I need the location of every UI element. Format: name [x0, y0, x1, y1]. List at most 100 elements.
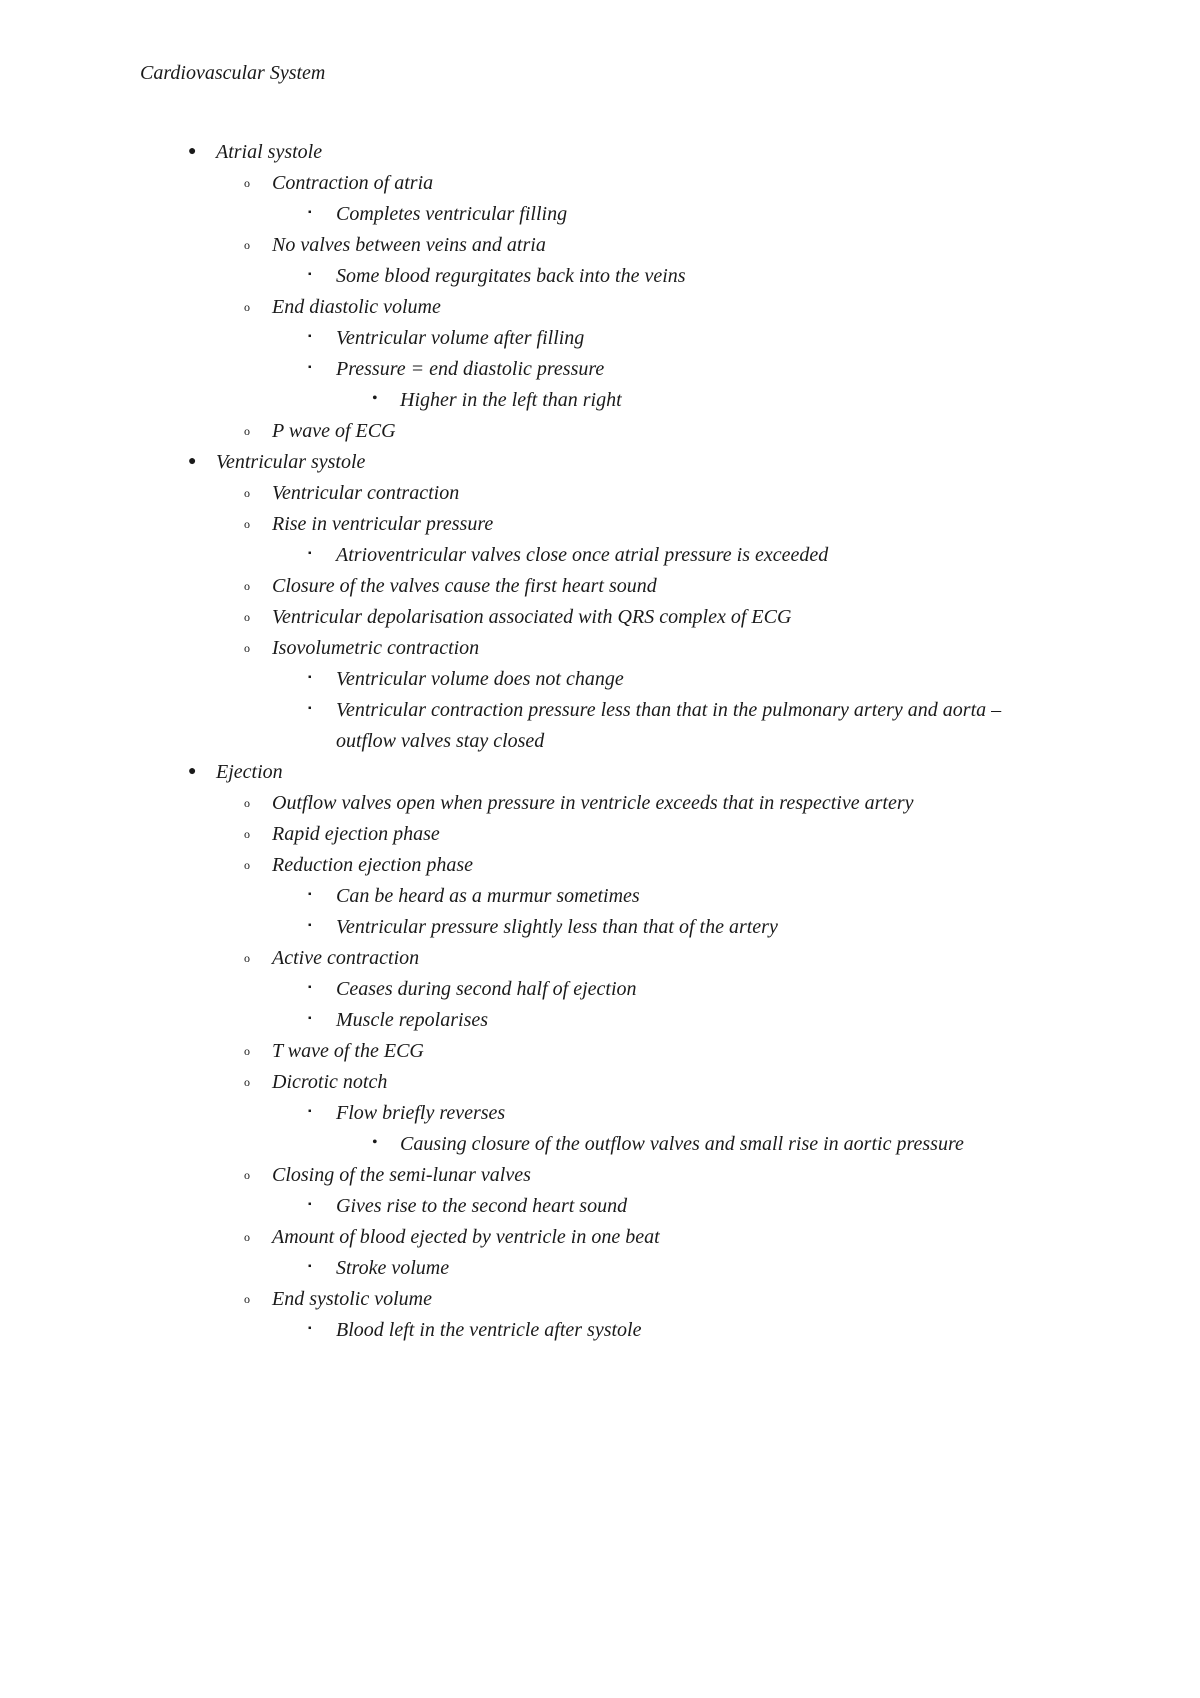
page-title: Cardiovascular System — [140, 58, 1060, 89]
outline-item: ●Ventricular systoleoVentricular contrac… — [188, 447, 1060, 757]
outline-item-text: Ventricular contraction pressure less th… — [336, 695, 1060, 757]
outline-sublist: •Causing closure of the outflow valves a… — [308, 1129, 1060, 1160]
outline-item: oActive contraction▪Ceases during second… — [244, 943, 1060, 1036]
bullet-icon: ▪ — [308, 694, 336, 724]
outline-item-text: Pressure = end diastolic pressure — [336, 354, 1060, 385]
outline-item: ▪Flow briefly reverses•Causing closure o… — [308, 1098, 1060, 1160]
outline-item-text: Amount of blood ejected by ventricle in … — [272, 1222, 1060, 1253]
outline-item-text: Blood left in the ventricle after systol… — [336, 1315, 1060, 1346]
outline-item: ▪Ceases during second half of ejection — [308, 974, 1060, 1005]
outline-item-text: Can be heard as a murmur sometimes — [336, 881, 1060, 912]
outline-item-text: Atrial systole — [216, 137, 1060, 168]
outline-sublist: ▪Some blood regurgitates back into the v… — [244, 261, 1060, 292]
outline-item-text: Stroke volume — [336, 1253, 1060, 1284]
bullet-icon: ▪ — [308, 880, 336, 910]
bullet-icon: o — [244, 1160, 272, 1190]
outline-sublist: oOutflow valves open when pressure in ve… — [188, 788, 1060, 1346]
outline-item: ▪Muscle repolarises — [308, 1005, 1060, 1036]
outline-item-text: Rapid ejection phase — [272, 819, 1060, 850]
outline-item-text: Ceases during second half of ejection — [336, 974, 1060, 1005]
outline-item: ●EjectionoOutflow valves open when press… — [188, 757, 1060, 1346]
outline-item-text: Gives rise to the second heart sound — [336, 1191, 1060, 1222]
document-page: Cardiovascular System ● Atrial systole o Co… — [0, 0, 1200, 1406]
bullet-icon: ▪ — [308, 1314, 336, 1344]
outline-item-text: No valves between veins and atria — [272, 230, 1060, 261]
outline-sublist: ▪Can be heard as a murmur sometimes▪Vent… — [244, 881, 1060, 943]
outline-item: ▪Pressure = end diastolic pressure•Highe… — [308, 354, 1060, 416]
outline-item-text: Some blood regurgitates back into the ve… — [336, 261, 1060, 292]
outline-item-text: Muscle repolarises — [336, 1005, 1060, 1036]
outline-item: ▪Ventricular contraction pressure less t… — [308, 695, 1060, 757]
bullet-icon: ▪ — [308, 1004, 336, 1034]
outline-sublist: ▪Flow briefly reverses•Causing closure o… — [244, 1098, 1060, 1160]
bullet-icon: o — [244, 819, 272, 849]
outline-item: oEnd systolic volume▪Blood left in the v… — [244, 1284, 1060, 1346]
outline-item-text: Reduction ejection phase — [272, 850, 1060, 881]
outline-item: ▪Ventricular pressure slightly less than… — [308, 912, 1060, 943]
bullet-icon: ▪ — [308, 973, 336, 1003]
bullet-icon: • — [372, 385, 400, 413]
outline-item: ▪Blood left in the ventricle after systo… — [308, 1315, 1060, 1346]
bullet-icon: o — [244, 1284, 272, 1314]
outline-sublist: o Contraction of atria▪Completes ventricu… — [188, 168, 1060, 447]
outline-sublist: ▪Ceases during second half of ejection▪M… — [244, 974, 1060, 1036]
outline-item: oEnd diastolic volume▪Ventricular volume… — [244, 292, 1060, 416]
bullet-icon: o — [244, 633, 272, 663]
bullet-icon: • — [372, 1129, 400, 1157]
bullet-icon: ▪ — [308, 353, 336, 383]
outline-item-text: Contraction of atria — [272, 168, 1060, 199]
bullet-icon: ▪ — [308, 260, 336, 290]
outline-item-text: Flow briefly reverses — [336, 1098, 1060, 1129]
outline-item-text: P wave of ECG — [272, 416, 1060, 447]
outline-item-text: Ejection — [216, 757, 1060, 788]
bullet-icon: ▪ — [308, 539, 336, 569]
outline-sublist: oVentricular contractionoRise in ventric… — [188, 478, 1060, 757]
outline-item: •Causing closure of the outflow valves a… — [372, 1129, 1060, 1160]
bullet-icon: o — [244, 1067, 272, 1097]
bullet-icon: ● — [188, 758, 216, 786]
outline-sublist: ▪Blood left in the ventricle after systo… — [244, 1315, 1060, 1346]
outline-item-text: Ventricular contraction — [272, 478, 1060, 509]
outline-item: oContraction of atria▪Completes ventricu… — [244, 168, 1060, 230]
bullet-icon: o — [244, 292, 272, 322]
bullet-icon: o — [244, 571, 272, 601]
outline-sublist: ▪Ventricular volume does not change▪Vent… — [244, 664, 1060, 757]
outline-item-text: Ventricular pressure slightly less than … — [336, 912, 1060, 943]
outline-item-text: Higher in the left than right — [400, 385, 1060, 416]
bullet-icon: o — [244, 943, 272, 973]
outline-sublist: ▪Ventricular volume after filling▪Pressu… — [244, 323, 1060, 416]
outline-item: oDicrotic notch▪Flow briefly reverses•Ca… — [244, 1067, 1060, 1160]
outline-sublist: ▪Gives rise to the second heart sound — [244, 1191, 1060, 1222]
outline-list: ● Atrial systole o Contraction of atria▪Com… — [140, 137, 1060, 1346]
outline-item: ▪Atrioventricular valves close once atri… — [308, 540, 1060, 571]
outline-item: oVentricular depolarisation associated w… — [244, 602, 1060, 633]
outline-item-text: Ventricular volume after filling — [336, 323, 1060, 354]
bullet-icon: ▪ — [308, 663, 336, 693]
outline-item: oClosure of the valves cause the first h… — [244, 571, 1060, 602]
bullet-icon: o — [244, 1222, 272, 1252]
bullet-icon: o — [244, 602, 272, 632]
bullet-icon: o — [244, 788, 272, 818]
outline-item-text: T wave of the ECG — [272, 1036, 1060, 1067]
bullet-icon: o — [244, 478, 272, 508]
outline-item: ▪Completes ventricular filling — [308, 199, 1060, 230]
outline-item-text: Ventricular systole — [216, 447, 1060, 478]
bullet-icon: ▪ — [308, 198, 336, 228]
bullet-icon: o — [244, 230, 272, 260]
outline-item-text: Isovolumetric contraction — [272, 633, 1060, 664]
bullet-icon: o — [244, 509, 272, 539]
outline-item: oP wave of ECG — [244, 416, 1060, 447]
outline-item-text: Dicrotic notch — [272, 1067, 1060, 1098]
outline-item: ▪Stroke volume — [308, 1253, 1060, 1284]
bullet-icon: ▪ — [308, 1252, 336, 1282]
outline-item: oAmount of blood ejected by ventricle in… — [244, 1222, 1060, 1284]
outline-item-text: Rise in ventricular pressure — [272, 509, 1060, 540]
bullet-icon: ▪ — [308, 1097, 336, 1127]
bullet-icon: ▪ — [308, 1190, 336, 1220]
outline-item-text: Closure of the valves cause the first he… — [272, 571, 1060, 602]
outline-item: ▪Can be heard as a murmur sometimes — [308, 881, 1060, 912]
outline-item: ▪Ventricular volume after filling — [308, 323, 1060, 354]
outline-item: •Higher in the left than right — [372, 385, 1060, 416]
outline-item: ▪Some blood regurgitates back into the v… — [308, 261, 1060, 292]
outline-sublist: ▪Completes ventricular filling — [244, 199, 1060, 230]
